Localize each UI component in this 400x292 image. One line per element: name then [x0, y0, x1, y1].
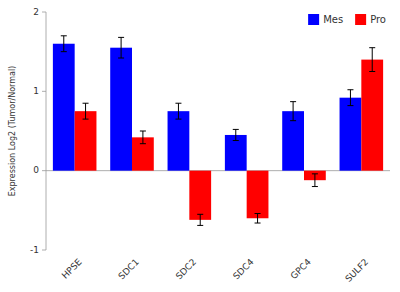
error-cap [233, 140, 239, 141]
y-tick-label: 0 [33, 165, 39, 175]
bar [53, 44, 75, 171]
x-tick-label: GPC4 [289, 257, 314, 282]
error-line [63, 36, 64, 52]
legend-item: Mes [308, 14, 343, 25]
bar [340, 98, 362, 171]
bar [75, 111, 97, 170]
legend-label: Pro [370, 14, 386, 25]
error-cap [175, 119, 181, 120]
error-line [85, 103, 86, 119]
error-cap [312, 186, 318, 187]
error-cap [175, 103, 181, 104]
error-bar [140, 131, 146, 144]
bar [247, 171, 269, 219]
x-tick-label: SULF2 [343, 257, 370, 284]
y-tick-label: -1 [30, 245, 39, 255]
error-cap [83, 103, 89, 104]
error-cap [369, 71, 375, 72]
error-cap [83, 119, 89, 120]
error-cap [255, 213, 261, 214]
error-line [121, 37, 122, 58]
x-tick-label: SDC1 [116, 257, 141, 282]
error-cap [290, 120, 296, 121]
error-bar [290, 102, 296, 121]
y-axis-label: Expression Log2 (Tumor/Normal) [8, 66, 17, 197]
error-bar [197, 214, 203, 225]
y-tick [42, 91, 46, 92]
y-tick [42, 12, 46, 13]
error-bar [255, 214, 261, 224]
bar [361, 60, 383, 171]
error-cap [290, 101, 296, 102]
bar [110, 48, 132, 171]
error-bar [233, 129, 239, 140]
bar [168, 111, 190, 170]
error-cap [118, 58, 124, 59]
error-cap [61, 35, 67, 36]
x-tick-label: SDC2 [174, 257, 199, 282]
legend-swatch [308, 14, 319, 25]
error-bar [175, 103, 181, 119]
legend-item: Pro [355, 14, 386, 25]
error-cap [118, 37, 124, 38]
error-line [293, 102, 294, 121]
bars [53, 36, 383, 226]
bar [225, 135, 247, 171]
error-cap [140, 143, 146, 144]
chart-container: -1 0 1 2 Expression Log2 (Tumor/Normal) HPSE S… [0, 0, 400, 292]
error-cap [197, 225, 203, 226]
error-line [350, 90, 351, 106]
error-cap [140, 131, 146, 132]
error-cap [347, 105, 353, 106]
error-bar [347, 90, 353, 106]
chart: -1 0 1 2 Expression Log2 (Tumor/Normal) HPSE S… [0, 0, 400, 292]
y-tick-label: 1 [33, 86, 39, 96]
error-line [200, 214, 201, 225]
legend: Mes Pro [308, 14, 386, 25]
error-cap [61, 51, 67, 52]
error-bar [369, 48, 375, 72]
y-tick [42, 250, 46, 251]
error-line [178, 103, 179, 119]
y-axis-line [46, 12, 47, 250]
bar [189, 171, 211, 220]
error-cap [347, 89, 353, 90]
error-cap [197, 214, 203, 215]
error-cap [233, 129, 239, 130]
x-tick-label: HPSE [60, 257, 84, 281]
legend-label: Mes [323, 14, 343, 25]
error-cap [369, 47, 375, 48]
error-bar [61, 36, 67, 52]
legend-swatch [355, 14, 366, 25]
error-line [314, 174, 315, 187]
y-tick-label: 2 [33, 7, 39, 17]
error-cap [312, 173, 318, 174]
x-tick-label: SDC4 [231, 257, 256, 282]
zero-line [46, 170, 390, 171]
error-line [235, 129, 236, 140]
error-line [257, 214, 258, 224]
error-cap [255, 223, 261, 224]
error-bar [118, 37, 124, 58]
error-bar [312, 174, 318, 187]
error-line [142, 131, 143, 144]
error-line [372, 48, 373, 72]
y-tick [42, 170, 46, 171]
error-bar [83, 103, 89, 119]
